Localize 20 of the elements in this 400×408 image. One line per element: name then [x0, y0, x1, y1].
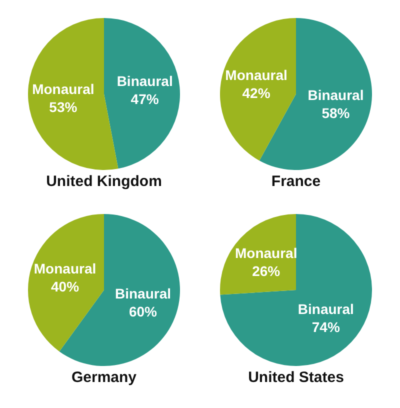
slice-label: Binaural — [114, 286, 171, 302]
text: United Kingdom — [46, 173, 162, 190]
slice-label: Binaural — [116, 73, 173, 90]
slice-label: Monaural — [32, 80, 94, 97]
data-label: 58% — [322, 105, 350, 122]
data-label: 26% — [252, 262, 281, 279]
slice-label: Binaural — [298, 301, 354, 318]
data-label: 42% — [242, 84, 271, 101]
slice-label: Monaural — [34, 260, 96, 276]
data-label: 60% — [128, 304, 158, 320]
slice-label: Monaural — [225, 66, 288, 83]
text: Germany — [71, 369, 138, 386]
data-label: 40% — [50, 278, 80, 294]
slice-label: Monaural — [234, 244, 298, 261]
slice-label: Binaural — [308, 87, 364, 104]
data-label: 53% — [49, 98, 78, 115]
data-label: 47% — [130, 91, 160, 108]
text: United States — [248, 369, 344, 386]
data-label: 74% — [312, 319, 340, 336]
text: France — [271, 173, 321, 190]
